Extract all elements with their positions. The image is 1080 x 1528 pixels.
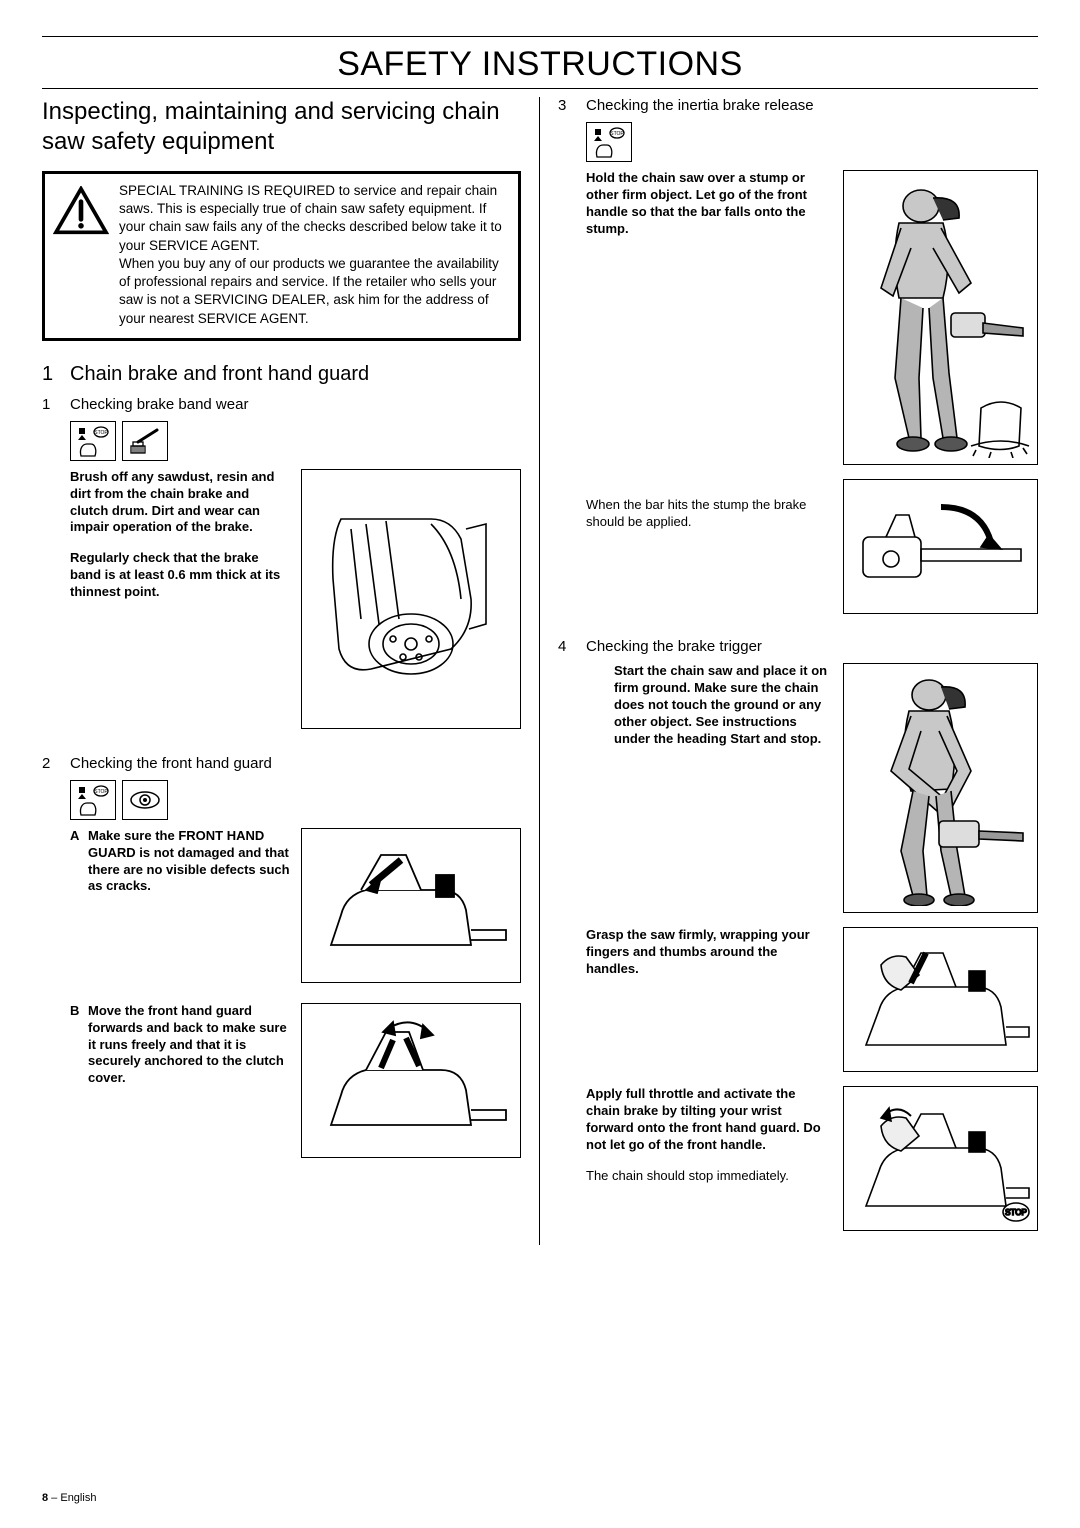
warning-box: SPECIAL TRAINING IS REQUIRED to service … <box>42 171 521 341</box>
step-3-p1: Hold the chain saw over a stump or other… <box>586 170 833 465</box>
step-4-content-1: Start the chain saw and place it on firm… <box>586 663 1038 913</box>
step-4-p3: Apply full throttle and activate the cha… <box>586 1086 833 1154</box>
step-1-p2: Regularly check that the brake band is a… <box>70 550 291 601</box>
eye-icon <box>122 780 168 820</box>
svg-text:STOP: STOP <box>94 789 108 795</box>
figure-inertia-person <box>843 170 1038 465</box>
step-1-p1: Brush off any sawdust, resin and dirt fr… <box>70 469 291 537</box>
stop-hand-icon: STOP <box>70 780 116 820</box>
subsection-1-heading: 1 Chain brake and front hand guard <box>42 363 521 386</box>
step-1-heading: 1 Checking brake band wear <box>42 396 521 413</box>
figure-trigger-grip <box>843 927 1038 1072</box>
figure-brake-band <box>301 469 521 729</box>
step-4-p1: Start the chain saw and place it on firm… <box>614 663 833 747</box>
left-column: Inspecting, maintaining and servicing ch… <box>42 97 540 1245</box>
page-lang: – English <box>48 1492 96 1504</box>
step-3-icons: STOP <box>586 122 1038 162</box>
step-num: 1 <box>42 396 70 413</box>
warning-icon <box>53 182 113 328</box>
step-2b-content: B Move the front hand guard forwards and… <box>70 1003 521 1158</box>
step-1-text: Brush off any sawdust, resin and dirt fr… <box>70 469 291 729</box>
stop-hand-icon: STOP <box>70 421 116 461</box>
figure-trigger-person <box>843 663 1038 913</box>
step-2a-body: Make sure the FRONT HAND GUARD is not da… <box>88 828 291 896</box>
section-heading: Inspecting, maintaining and servicing ch… <box>42 97 521 157</box>
step-3-content-2: When the bar hits the stump the brake sh… <box>586 479 1038 614</box>
step-2a-text: A Make sure the FRONT HAND GUARD is not … <box>70 828 291 896</box>
step-1-content: Brush off any sawdust, resin and dirt fr… <box>70 469 521 729</box>
step-4-content-3: Apply full throttle and activate the cha… <box>586 1086 1038 1231</box>
rule-under-title <box>42 88 1038 89</box>
figure-inertia-saw <box>843 479 1038 614</box>
stop-hand-icon: STOP <box>586 122 632 162</box>
step-title: Checking the front hand guard <box>70 755 272 772</box>
step-num: 4 <box>558 638 586 655</box>
step-num: 2 <box>42 755 70 772</box>
right-column: 3 Checking the inertia brake release STO… <box>540 97 1038 1245</box>
step-2-heading: 2 Checking the front hand guard <box>42 755 521 772</box>
page-title: SAFETY INSTRUCTIONS <box>42 43 1038 88</box>
step-title: Checking brake band wear <box>70 396 248 413</box>
step-2-icons: STOP <box>70 780 521 820</box>
rule-top <box>42 36 1038 37</box>
warning-text: SPECIAL TRAINING IS REQUIRED to service … <box>113 182 508 328</box>
svg-text:STOP: STOP <box>94 430 108 436</box>
brush-icon <box>122 421 168 461</box>
svg-text:STOP: STOP <box>610 131 624 137</box>
step-2b-text: B Move the front hand guard forwards and… <box>70 1003 291 1087</box>
step-4-text-3: Apply full throttle and activate the cha… <box>586 1086 833 1231</box>
step-3-p2: When the bar hits the stump the brake sh… <box>586 479 833 614</box>
two-column-layout: Inspecting, maintaining and servicing ch… <box>42 97 1038 1245</box>
step-3-heading: 3 Checking the inertia brake release <box>558 97 1038 114</box>
step-title: Checking the inertia brake release <box>586 97 814 114</box>
step-1-icons: STOP <box>70 421 521 461</box>
step-3-content-1: Hold the chain saw over a stump or other… <box>586 170 1038 465</box>
letter-a: A <box>70 828 88 896</box>
subsection-num: 1 <box>42 363 70 386</box>
figure-hand-guard-b <box>301 1003 521 1158</box>
step-2b-body: Move the front hand guard forwards and b… <box>88 1003 291 1087</box>
page-footer: 8 – English <box>42 1492 96 1504</box>
step-4-content-2: Grasp the saw firmly, wrapping your fing… <box>586 927 1038 1072</box>
figure-trigger-stop: STOP <box>843 1086 1038 1231</box>
step-4-heading: 4 Checking the brake trigger <box>558 638 1038 655</box>
figure-hand-guard-a <box>301 828 521 983</box>
step-num: 3 <box>558 97 586 114</box>
svg-text:STOP: STOP <box>1005 1208 1027 1217</box>
letter-b: B <box>70 1003 88 1087</box>
step-4-p4: The chain should stop immediately. <box>586 1168 833 1185</box>
subsection-title: Chain brake and front hand guard <box>70 363 369 386</box>
step-2a-content: A Make sure the FRONT HAND GUARD is not … <box>70 828 521 983</box>
step-4-p2: Grasp the saw firmly, wrapping your fing… <box>586 927 833 1072</box>
step-title: Checking the brake trigger <box>586 638 762 655</box>
